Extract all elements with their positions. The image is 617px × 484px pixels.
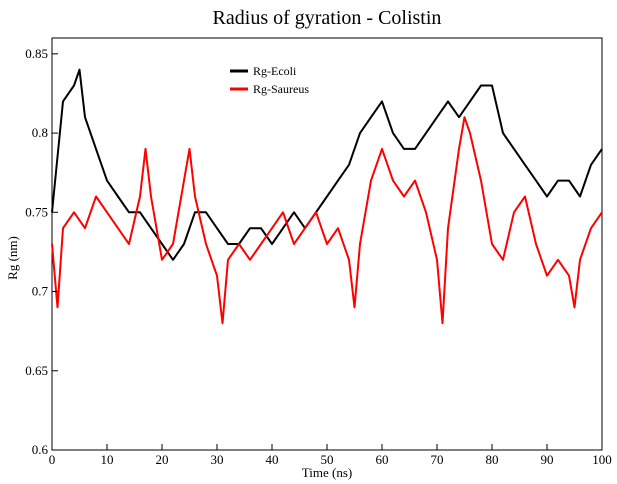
x-tick-label: 100 bbox=[592, 452, 612, 467]
y-tick-label: 0.85 bbox=[25, 46, 48, 61]
x-tick-label: 40 bbox=[266, 452, 279, 467]
series-layer bbox=[51, 68, 603, 325]
chart-title: Radius of gyration - Colistin bbox=[213, 7, 442, 29]
y-tick-label: 0.8 bbox=[32, 125, 48, 140]
y-tick-label: 0.65 bbox=[25, 363, 48, 378]
y-axis-label: Rg (nm) bbox=[5, 236, 20, 280]
x-tick-label: 30 bbox=[211, 452, 224, 467]
y-tick-label: 0.6 bbox=[32, 442, 49, 457]
x-tick-label: 80 bbox=[486, 452, 499, 467]
x-tick-label: 10 bbox=[101, 452, 114, 467]
x-tick-label: 60 bbox=[376, 452, 389, 467]
x-tick-label: 20 bbox=[156, 452, 169, 467]
legend-box bbox=[220, 60, 320, 98]
y-tick-label: 0.7 bbox=[32, 284, 49, 299]
legend: Rg-Ecoli Rg-Saureus bbox=[220, 60, 320, 98]
legend-label-ecoli: Rg-Ecoli bbox=[253, 64, 297, 78]
series-line-rg-saureus bbox=[51, 116, 603, 325]
x-tick-label: 50 bbox=[321, 452, 334, 467]
series-line-rg-ecoli bbox=[51, 68, 603, 261]
x-tick-label: 70 bbox=[431, 452, 444, 467]
x-axis-label: Time (ns) bbox=[302, 465, 352, 480]
x-tick-label: 0 bbox=[49, 452, 56, 467]
x-tick-label: 90 bbox=[541, 452, 554, 467]
tick-layer: 0 10 20 30 40 50 60 70 80 90 100 0.6 0.65 0.7 0.75 0.8 0… bbox=[25, 46, 612, 467]
y-tick-label: 0.75 bbox=[25, 204, 48, 219]
legend-label-saureus: Rg-Saureus bbox=[253, 82, 309, 96]
